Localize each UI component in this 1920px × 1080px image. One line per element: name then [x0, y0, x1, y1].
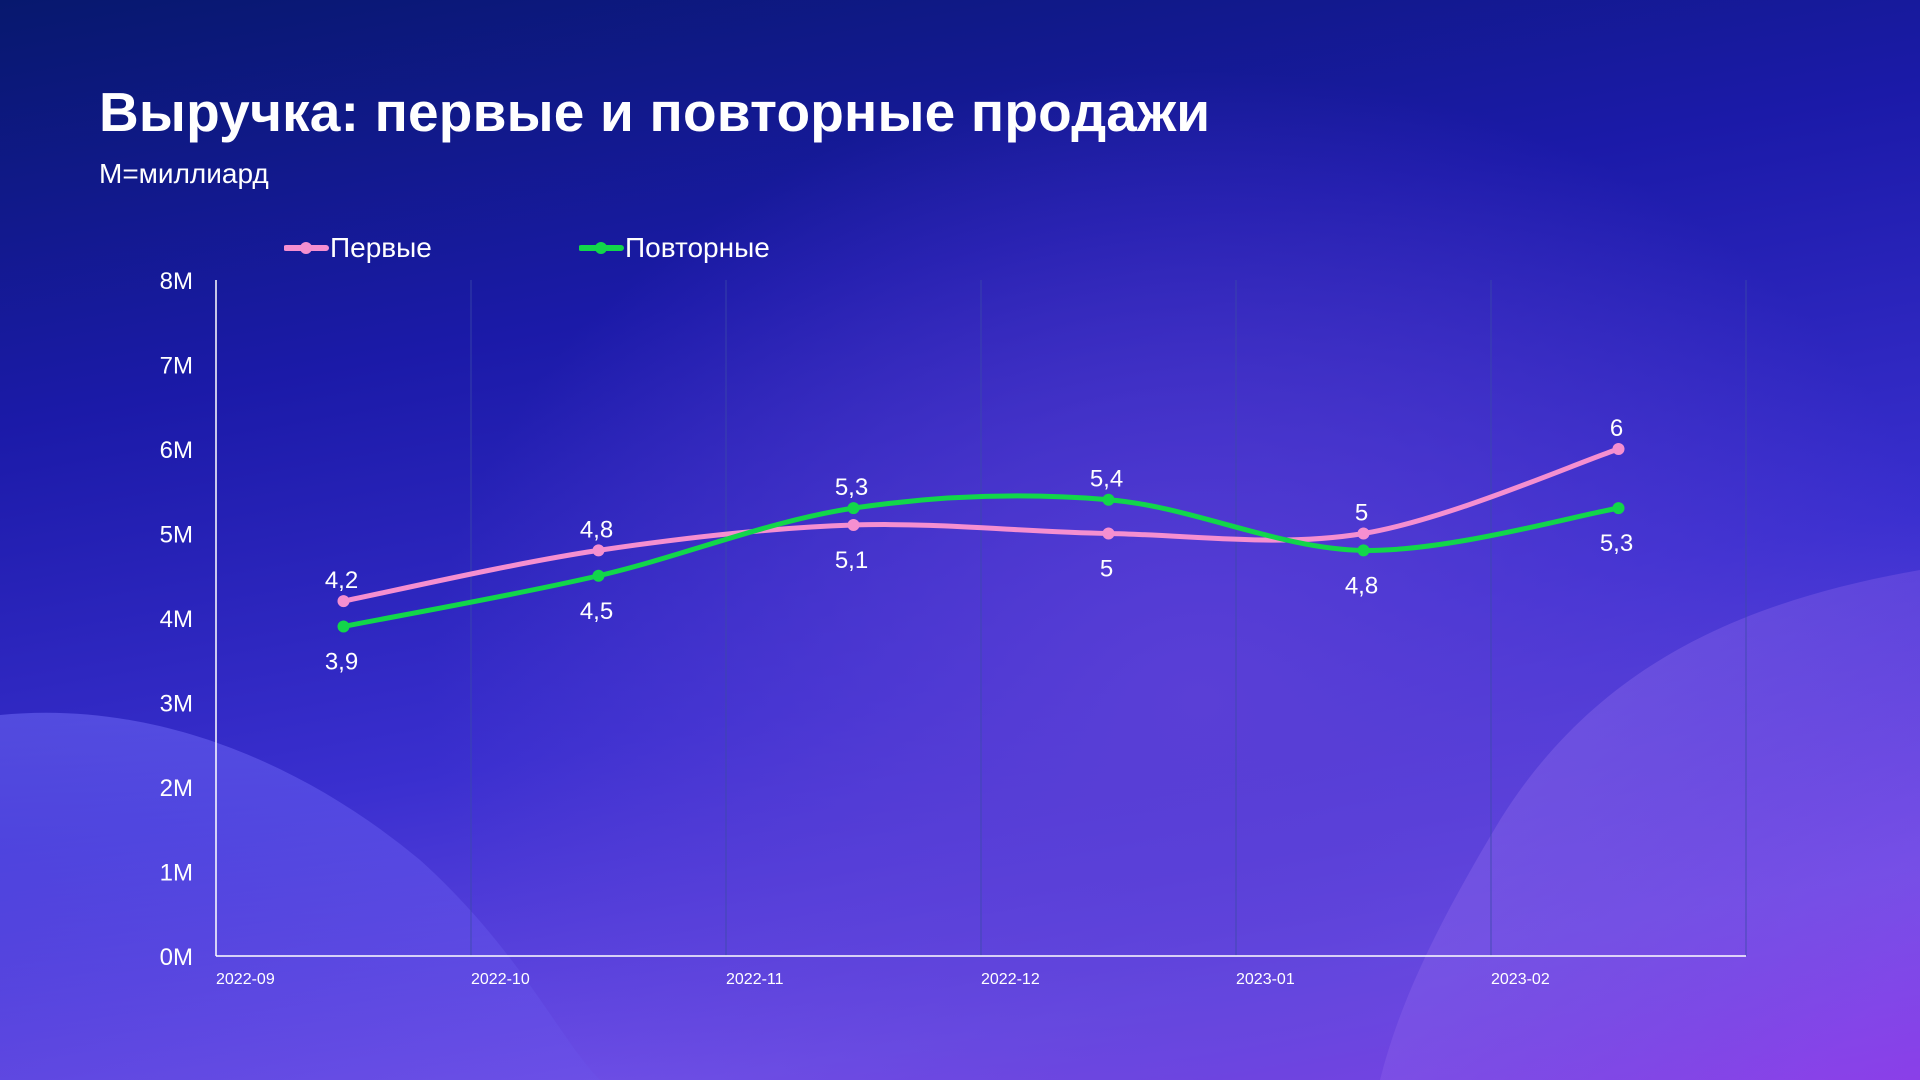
data-point-repeat [847, 502, 860, 515]
data-point-first [592, 544, 605, 557]
y-tick-label: 8M [160, 268, 193, 295]
data-point-repeat [1357, 544, 1370, 557]
y-tick-label: 3M [160, 691, 193, 718]
series-line-repeat [341, 493, 1621, 629]
x-tick-label: 2022-12 [981, 971, 1040, 988]
data-point-repeat [1102, 493, 1115, 506]
data-label-first: 4,2 [325, 567, 358, 594]
data-label-first: 5,1 [835, 547, 868, 574]
y-tick-label: 1M [160, 860, 193, 887]
data-label-repeat: 4,8 [1345, 572, 1378, 599]
data-label-repeat: 4,5 [580, 598, 613, 625]
legend-label-repeat: Повторные [625, 232, 770, 263]
data-point-repeat [337, 620, 350, 633]
data-label-repeat: 5,4 [1090, 466, 1123, 493]
x-tick-label: 2022-09 [216, 971, 275, 988]
y-tick-label: 2M [160, 775, 193, 802]
series-layer [337, 443, 1625, 633]
data-label-repeat: 5,3 [1600, 530, 1633, 557]
x-tick-label: 2022-10 [471, 971, 530, 988]
legend-swatch-first [284, 242, 329, 254]
x-tick-label: 2022-11 [726, 971, 784, 988]
data-point-first [1357, 527, 1370, 540]
data-point-first [1612, 443, 1625, 455]
axis-layer: 0M 1M 2M 3M 4M 5M 6M 7M 8M 2022-09 2022-10 2022-11 2… [160, 268, 1746, 988]
data-label-first: 6 [1610, 415, 1623, 442]
x-tick-label: 2023-01 [1236, 971, 1295, 988]
y-tick-label: 5M [160, 522, 193, 549]
y-tick-label: 7M [160, 353, 193, 380]
data-point-first [337, 595, 350, 608]
x-tick-label: 2023-02 [1491, 971, 1550, 988]
y-tick-label: 6M [160, 437, 193, 464]
legend-swatch-repeat [579, 242, 624, 254]
grid-layer [470, 280, 1747, 956]
label-layer: 4,2 4,8 5,1 5 5 6 3,9 4,5 5,3 5,4 4,8 5,3 [325, 415, 1633, 675]
data-label-repeat: 3,9 [325, 648, 358, 675]
series-line-first [341, 446, 1621, 604]
chart-subtitle: M=миллиард [99, 158, 269, 189]
y-tick-label: 4M [160, 606, 193, 633]
data-label-first: 5 [1355, 500, 1368, 527]
data-point-first [1102, 527, 1115, 540]
chart-title: Выручка: первые и повторные продажи [99, 81, 1211, 143]
legend-label-first: Первые [330, 232, 432, 263]
data-label-first: 5 [1100, 556, 1113, 583]
y-tick-label: 0M [160, 944, 193, 971]
data-point-repeat [1612, 502, 1625, 515]
data-point-first [847, 519, 860, 532]
data-point-repeat [592, 569, 605, 582]
data-label-repeat: 5,3 [835, 474, 868, 501]
data-label-first: 4,8 [580, 516, 613, 543]
